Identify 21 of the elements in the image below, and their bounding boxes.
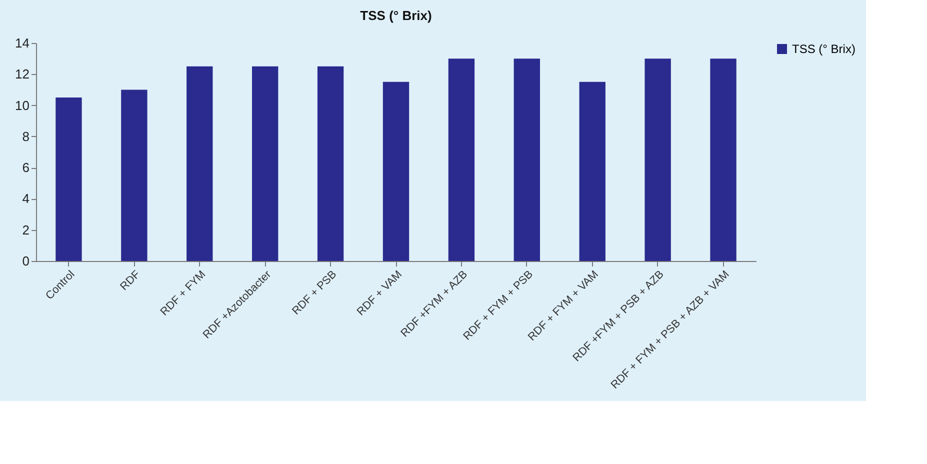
bar — [382, 82, 410, 261]
bar — [579, 82, 606, 261]
y-tick-label: 12 — [15, 66, 30, 82]
bar — [56, 98, 82, 261]
bar — [448, 58, 475, 261]
y-tick-label: 4 — [22, 191, 30, 206]
y-tick-label: 0 — [22, 254, 30, 268]
y-tick-label: 6 — [22, 160, 30, 176]
bar — [644, 58, 671, 261]
bar — [252, 66, 278, 261]
bar — [186, 66, 213, 261]
y-tick-label: 2 — [22, 222, 30, 238]
bar — [514, 58, 540, 261]
y-tick-label: 10 — [15, 98, 30, 113]
bar — [317, 66, 344, 261]
legend-label: TSS (° Brix) — [792, 42, 856, 56]
bar — [710, 58, 736, 261]
bar — [121, 90, 148, 261]
y-tick-label: 14 — [15, 36, 30, 50]
y-tick-label: 8 — [22, 128, 30, 144]
chart-title: TSS (° Brix) — [360, 8, 432, 23]
